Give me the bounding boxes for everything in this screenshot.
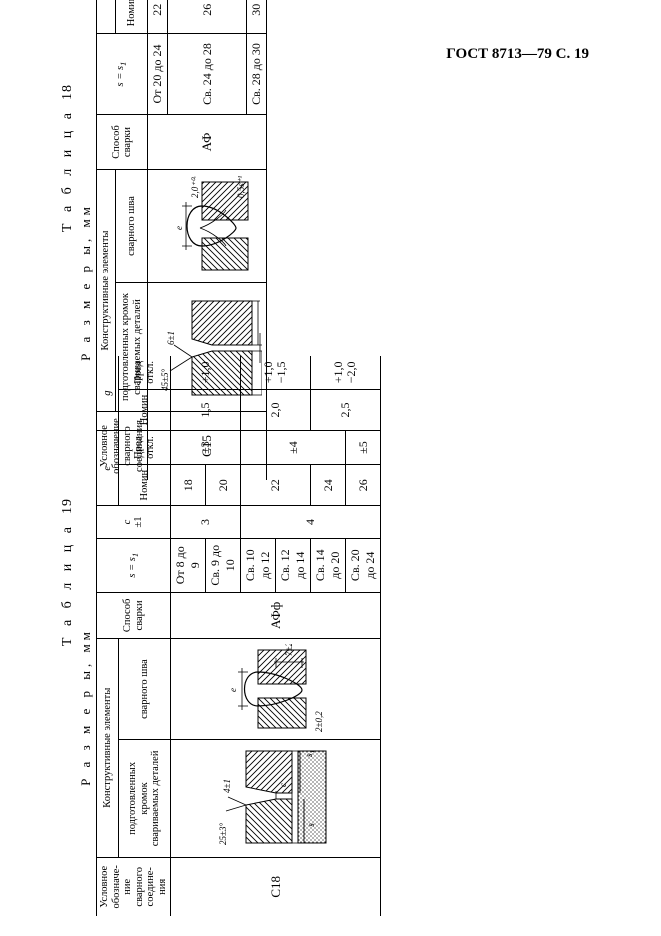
col-seam19: сварного шва xyxy=(118,638,170,739)
t18-en-0: 22 xyxy=(148,0,168,34)
col-edev19: Пред откл. xyxy=(118,431,170,465)
t19-c-0: 3 xyxy=(171,506,241,538)
t18-en-1: 26 xyxy=(168,0,247,34)
t19-s-1: Св. 9 до 10 xyxy=(206,538,241,592)
svg-text:2,0⁺⁰·⁵: 2,0⁺⁰·⁵ xyxy=(190,176,200,198)
svg-text:0,5s⁺¹: 0,5s⁺¹ xyxy=(236,176,246,198)
col-s19: s = s1 xyxy=(97,538,171,592)
svg-text:e: e xyxy=(174,226,184,230)
table19-label: Т а б л и ц а 19 xyxy=(60,498,76,916)
svg-text:6±1: 6±1 xyxy=(166,331,176,345)
col-s: s = s1 xyxy=(97,34,148,115)
col-method19: Способ сварки xyxy=(97,592,171,638)
t18-s-1: Св. 24 до 28 xyxy=(168,34,247,115)
t19-c-2: 4 xyxy=(241,506,381,538)
t19-s-5: Св. 20 до 24 xyxy=(346,538,381,592)
t18-s-2: Св. 28 до 30 xyxy=(247,34,267,115)
t19-ed-2: ±4 xyxy=(241,431,346,465)
t19-s-4: Св. 14 до 20 xyxy=(311,538,346,592)
t18-s-0: От 20 до 24 xyxy=(148,34,168,115)
table18-caption: Р а з м е р ы, мм xyxy=(78,84,94,480)
col-construct19: Конструктивные элементы xyxy=(97,638,119,857)
diagram-seam-19: e 7±2 2±0,2 xyxy=(171,638,381,739)
col-e19: e xyxy=(97,431,119,506)
svg-text:25±3°: 25±3° xyxy=(218,823,228,845)
col-prep19: подготовленных кромок свариваемых детале… xyxy=(118,740,170,857)
t19-gn-0: 1,5 xyxy=(171,389,241,431)
col-method: Способ сварки xyxy=(97,115,148,170)
designation-c18: С18 xyxy=(171,857,381,916)
method-af: АФ xyxy=(148,115,267,170)
svg-text:e: e xyxy=(228,688,238,692)
t19-en-0: 18 xyxy=(171,464,206,506)
page-header: ГОСТ 8713—79 С. 19 xyxy=(446,46,589,63)
t19-s-0: От 8 до 9 xyxy=(171,538,206,592)
svg-text:2±0,2: 2±0,2 xyxy=(314,711,324,732)
svg-text:s₁: s₁ xyxy=(304,751,314,758)
col-enom19: Номин xyxy=(118,464,170,506)
t19-ed-0: ±3 xyxy=(171,431,241,465)
t19-gn-4: 2,5 xyxy=(311,389,381,431)
t19-gn-2: 2,0 xyxy=(241,389,311,431)
t19-en-5: 26 xyxy=(346,464,381,506)
svg-text:s: s xyxy=(306,823,316,827)
col-enom: Номин. xyxy=(115,0,147,34)
t18-en-2: 30 xyxy=(247,0,267,34)
col-e: e xyxy=(97,0,116,34)
table19-caption: Р а з м е р ы, мм xyxy=(78,498,94,916)
t19-s-2: Св. 10 до 12 xyxy=(241,538,276,592)
diagram-prep-19: 25±3° 4±1 s s₁ c xyxy=(171,740,381,857)
t19-gd-2: +1,0 −1,5 xyxy=(241,356,311,389)
method-aff: АФф xyxy=(171,592,381,638)
svg-text:4±1: 4±1 xyxy=(222,779,232,793)
col-g19: g xyxy=(97,356,119,431)
col-c19: c ±1 xyxy=(97,506,171,538)
col-designation19: Условное обозначе- ние сварного соедине-… xyxy=(97,857,171,916)
diagram-seam-18: e 2,0⁺⁰·⁵ 0,5s⁺¹ xyxy=(148,170,267,283)
svg-text:c: c xyxy=(278,783,288,787)
t19-ed-5: ±5 xyxy=(346,431,381,465)
t19-en-4: 24 xyxy=(311,464,346,506)
table18-label: Т а б л и ц а 18 xyxy=(60,84,76,480)
col-gdev19: Пред откл. xyxy=(118,356,170,389)
t19-s-3: Св. 12 до 14 xyxy=(276,538,311,592)
table19: Условное обозначе- ние сварного соедине-… xyxy=(96,356,381,916)
t19-en-2: 22 xyxy=(241,464,311,506)
col-seam: сварного шва xyxy=(115,170,147,283)
svg-text:7±2: 7±2 xyxy=(284,644,294,656)
col-gnom19: Номин xyxy=(118,389,170,431)
t19-en-1: 20 xyxy=(206,464,241,506)
t19-gd-4: +1,0 −2,0 xyxy=(311,356,381,389)
t19-gd-0: +1,0 xyxy=(171,356,241,389)
